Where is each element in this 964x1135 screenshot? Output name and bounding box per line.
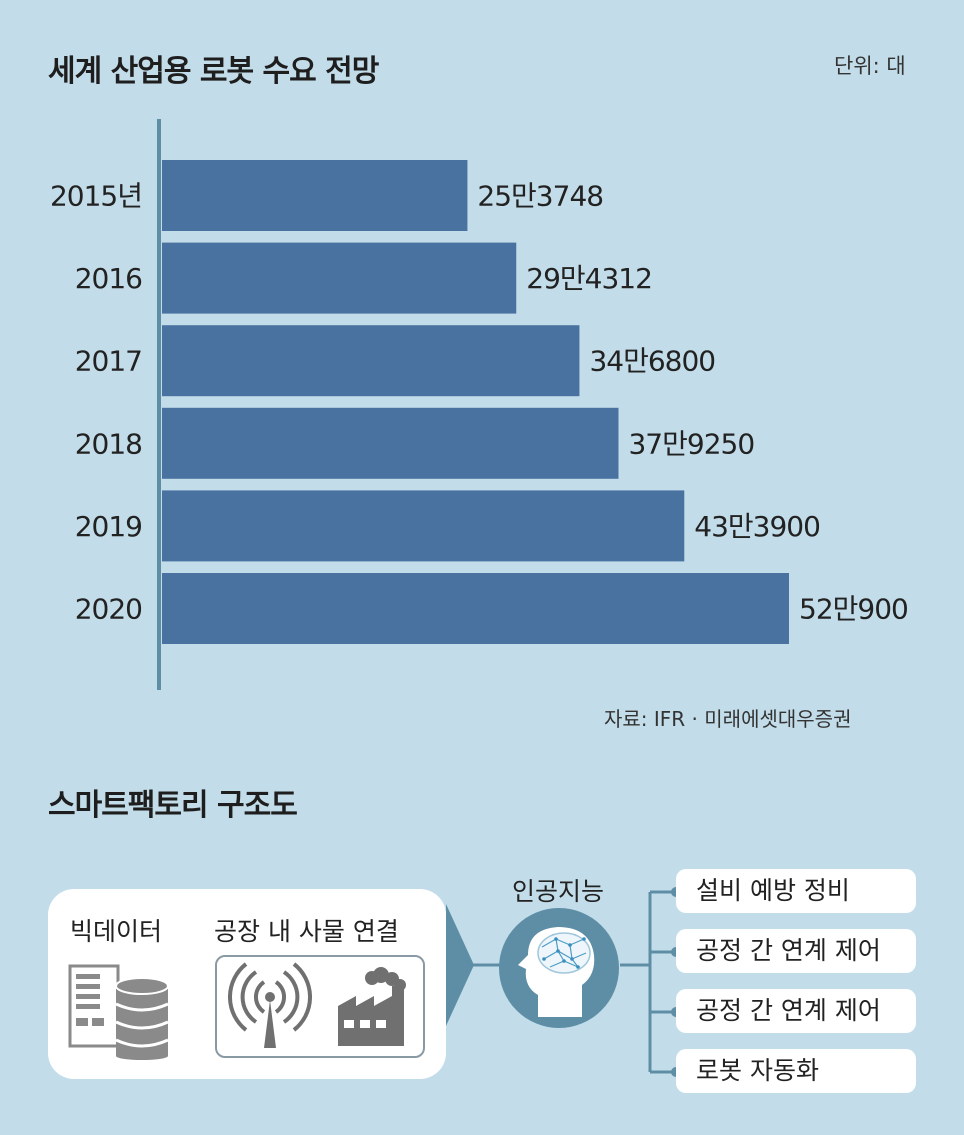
chart-title: 세계 산업용 로봇 수요 전망 bbox=[48, 54, 379, 89]
category-label: 2019 bbox=[75, 510, 142, 543]
iot-label: 공장 내 사물 연결 bbox=[214, 917, 399, 946]
connector-branches bbox=[650, 887, 681, 1077]
bar bbox=[162, 160, 468, 231]
factory-icon bbox=[338, 967, 406, 1046]
data-label: 43만3900 bbox=[694, 510, 820, 543]
data-label: 34만6800 bbox=[589, 345, 715, 378]
diagram-title: 스마트팩토리 구조도 bbox=[48, 788, 298, 823]
data-label: 52만900 bbox=[799, 593, 908, 626]
output-item: 설비 예방 정비 bbox=[676, 869, 916, 913]
antenna-icon bbox=[228, 962, 312, 1048]
bar bbox=[162, 325, 580, 397]
category-label: 2020 bbox=[75, 593, 142, 626]
data-label: 29만4312 bbox=[526, 262, 652, 295]
bars-layer: 2015년 25만3748 2016 29만4312 2017 34만6800 2018 37… bbox=[50, 160, 909, 644]
bar bbox=[162, 407, 619, 479]
arrow-shape bbox=[446, 904, 474, 1026]
data-label: 25만3748 bbox=[477, 180, 603, 213]
bar bbox=[162, 242, 517, 314]
unit-label: 단위: 대 bbox=[834, 54, 906, 78]
big-data-label: 빅데이터 bbox=[70, 917, 163, 946]
output-item: 로봇 자동화 bbox=[676, 1049, 916, 1093]
bar bbox=[162, 490, 685, 562]
category-label: 2018 bbox=[75, 427, 142, 460]
head-brain-icon bbox=[499, 908, 619, 1028]
chart-source: 자료: IFR · 미래에셋대우증권 bbox=[604, 707, 852, 731]
ai-label: 인공지능 bbox=[512, 877, 605, 906]
category-label: 2016 bbox=[75, 262, 142, 295]
server-database-icon bbox=[68, 964, 169, 1060]
bar-chart: 2015년 25만3748 2016 29만4312 2017 34만6800 2018 37… bbox=[50, 119, 909, 690]
bar bbox=[162, 573, 789, 644]
output-item: 공정 간 연계 제어 bbox=[676, 989, 916, 1033]
output-item: 공정 간 연계 제어 bbox=[676, 929, 916, 973]
data-label: 37만9250 bbox=[628, 427, 754, 460]
category-label: 2017 bbox=[75, 345, 142, 378]
category-label: 2015년 bbox=[50, 180, 142, 213]
